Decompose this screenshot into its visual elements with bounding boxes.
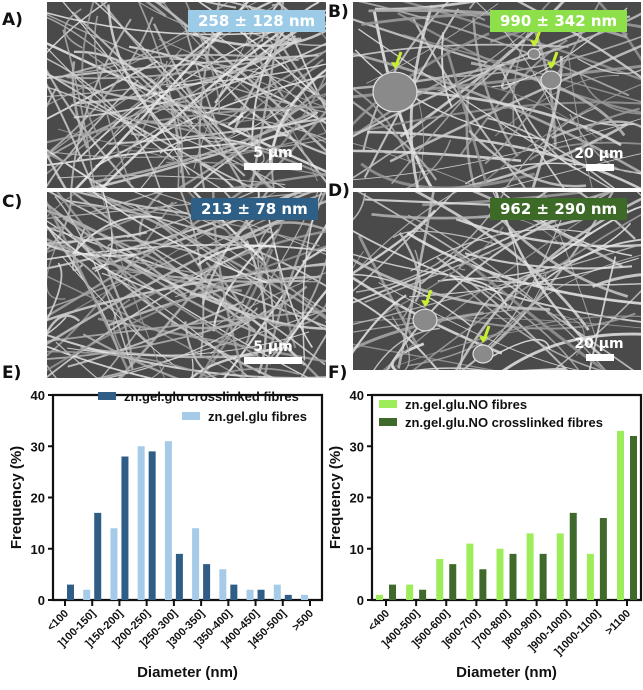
fibre-texture [47, 2, 326, 188]
fibre-texture [353, 2, 641, 188]
x-axis-label: Diameter (nm) [137, 664, 238, 681]
bar [569, 512, 577, 600]
bar [203, 564, 211, 600]
bar [94, 512, 102, 600]
svg-text:>500: >500 [290, 608, 316, 634]
scale-label-d: 20 µm [574, 336, 624, 352]
bar [389, 584, 396, 600]
bar [630, 436, 637, 600]
bar [526, 533, 534, 600]
histogram-f: 0 10 20 30 40 Frequency (%) Diameter (nm) <400]… [322, 380, 643, 685]
bar [219, 569, 227, 600]
legend-entry: zn.gel.glu fibres [208, 409, 307, 424]
bar [257, 589, 265, 600]
bar [586, 553, 594, 600]
y-axis-label: Frequency (%) [327, 446, 344, 549]
histogram-e: 0 10 20 30 40 Frequency (%) Diameter (nm) <100]… [0, 380, 330, 685]
bar [175, 553, 183, 600]
legend-entry: zn.gel.glu crosslinked fibres [124, 389, 299, 404]
bar [436, 559, 444, 600]
bar [83, 589, 91, 600]
bar [137, 446, 145, 600]
legend-entry: zn.gel.glu.NO fibres [405, 397, 527, 412]
sem-image-c [47, 192, 326, 378]
svg-text:>1100: >1100 [603, 608, 633, 638]
panel-label-a: A) [2, 10, 23, 30]
bar [406, 584, 414, 600]
bar [230, 584, 238, 600]
bar [419, 589, 427, 600]
panel-label-b: B) [328, 2, 349, 22]
bar [164, 441, 172, 600]
bar [496, 548, 504, 600]
diameter-badge-d: 962 ± 290 nm [490, 198, 628, 220]
sem-image-b [353, 2, 641, 188]
svg-text:10: 10 [31, 542, 45, 557]
bar [449, 564, 457, 600]
panel-label-f: F) [328, 363, 348, 383]
panel-label-c: C) [2, 192, 23, 212]
bar [539, 553, 547, 600]
svg-text:<400: <400 [366, 608, 392, 634]
bar [599, 518, 607, 600]
bar [67, 584, 74, 600]
diameter-badge-b: 990 ± 342 nm [490, 10, 628, 32]
svg-text:0: 0 [357, 593, 364, 608]
sem-image-a [47, 2, 326, 188]
bar [284, 594, 292, 600]
y-axis-label: Frequency (%) [8, 446, 25, 549]
svg-text:0: 0 [38, 593, 45, 608]
svg-text:30: 30 [350, 439, 364, 454]
scale-label-a: 5 µm [253, 145, 293, 161]
diameter-badge-a: 258 ± 128 nm [188, 10, 326, 32]
bar [509, 553, 517, 600]
bar [121, 456, 129, 600]
bar [246, 589, 254, 600]
scale-label-c: 5 µm [253, 339, 293, 355]
bar [617, 430, 624, 600]
panel-label-d: D) [328, 181, 350, 201]
panel-label-e: E) [2, 363, 22, 383]
svg-text:40: 40 [350, 388, 364, 403]
svg-text:40: 40 [31, 388, 45, 403]
svg-text:30: 30 [31, 439, 45, 454]
fibre-texture [353, 192, 641, 370]
scale-bar-b: 20 µm [574, 146, 624, 171]
bar [273, 584, 281, 600]
bar [148, 451, 156, 600]
svg-text:10: 10 [350, 542, 364, 557]
scale-bar-a: 5 µm [244, 145, 302, 170]
bar [301, 594, 308, 600]
sem-image-d [353, 192, 641, 370]
scale-label-b: 20 µm [574, 146, 624, 162]
fibre-texture [47, 192, 326, 378]
bar [110, 528, 118, 600]
legend-entry: zn.gel.glu.NO crosslinked fibres [405, 415, 603, 430]
bar [466, 543, 474, 600]
diameter-badge-c: 213 ± 78 nm [191, 198, 318, 220]
bar [192, 528, 200, 600]
bar [376, 594, 383, 600]
scale-bar-c: 5 µm [244, 339, 302, 364]
bar [479, 569, 487, 600]
bar [556, 533, 564, 600]
svg-text:20: 20 [31, 491, 45, 506]
svg-text:20: 20 [350, 491, 364, 506]
x-axis-label: Diameter (nm) [456, 664, 557, 681]
scale-bar-d: 20 µm [574, 336, 624, 361]
